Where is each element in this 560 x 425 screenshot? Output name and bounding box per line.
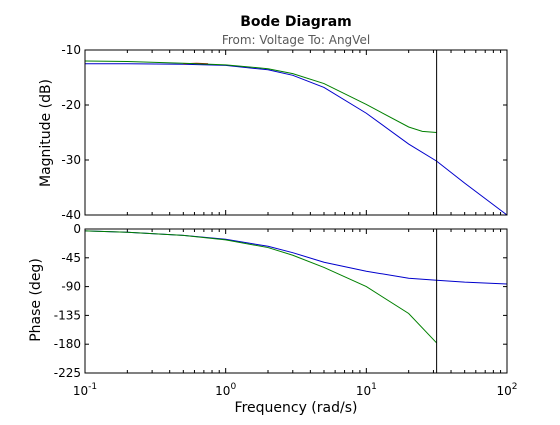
x-tick-label: 10-1 [73, 382, 97, 398]
magnitude-y-tick-label: -30 [61, 153, 81, 167]
magnitude-y-tick-label: -10 [61, 43, 81, 57]
magnitude-axes-frame [84, 49, 508, 216]
phase-y-tick-label: -225 [54, 366, 81, 380]
magnitude-y-tick-label: -40 [61, 208, 81, 222]
phase-y-tick-label: -45 [61, 251, 81, 265]
phase-y-tick-label: 0 [73, 222, 81, 236]
x-tick-labels: 10-1 100 101 102 [73, 382, 518, 398]
magnitude-y-tick-label: -20 [61, 98, 81, 112]
phase-y-tick-label: -135 [54, 308, 81, 322]
chart-title: Bode Diagram [240, 14, 352, 30]
x-tick-label: 102 [496, 382, 517, 398]
phase-axes-frame [84, 228, 508, 374]
x-tick-label: 101 [356, 382, 377, 398]
phase-plot-area [85, 229, 507, 373]
x-axis-label: Frequency (rad/s) [235, 400, 358, 416]
phase-series-line [84, 230, 437, 344]
chart-subtitle: From: Voltage To: AngVel [222, 33, 370, 47]
phase-y-axis-label: Phase (deg) [28, 258, 44, 342]
magnitude-series-line [85, 63, 508, 216]
phase-y-tick-label: -180 [54, 337, 81, 351]
magnitude-panel: -10 -20 -30 -40 [61, 43, 508, 222]
magnitude-series-line [84, 60, 437, 133]
x-tick-label: 100 [215, 382, 236, 398]
magnitude-y-axis-label: Magnitude (dB) [38, 79, 54, 187]
phase-panel: 0 -45 -90 -135 -180 -225 [54, 222, 508, 380]
phase-y-tick-label: -90 [61, 280, 81, 294]
